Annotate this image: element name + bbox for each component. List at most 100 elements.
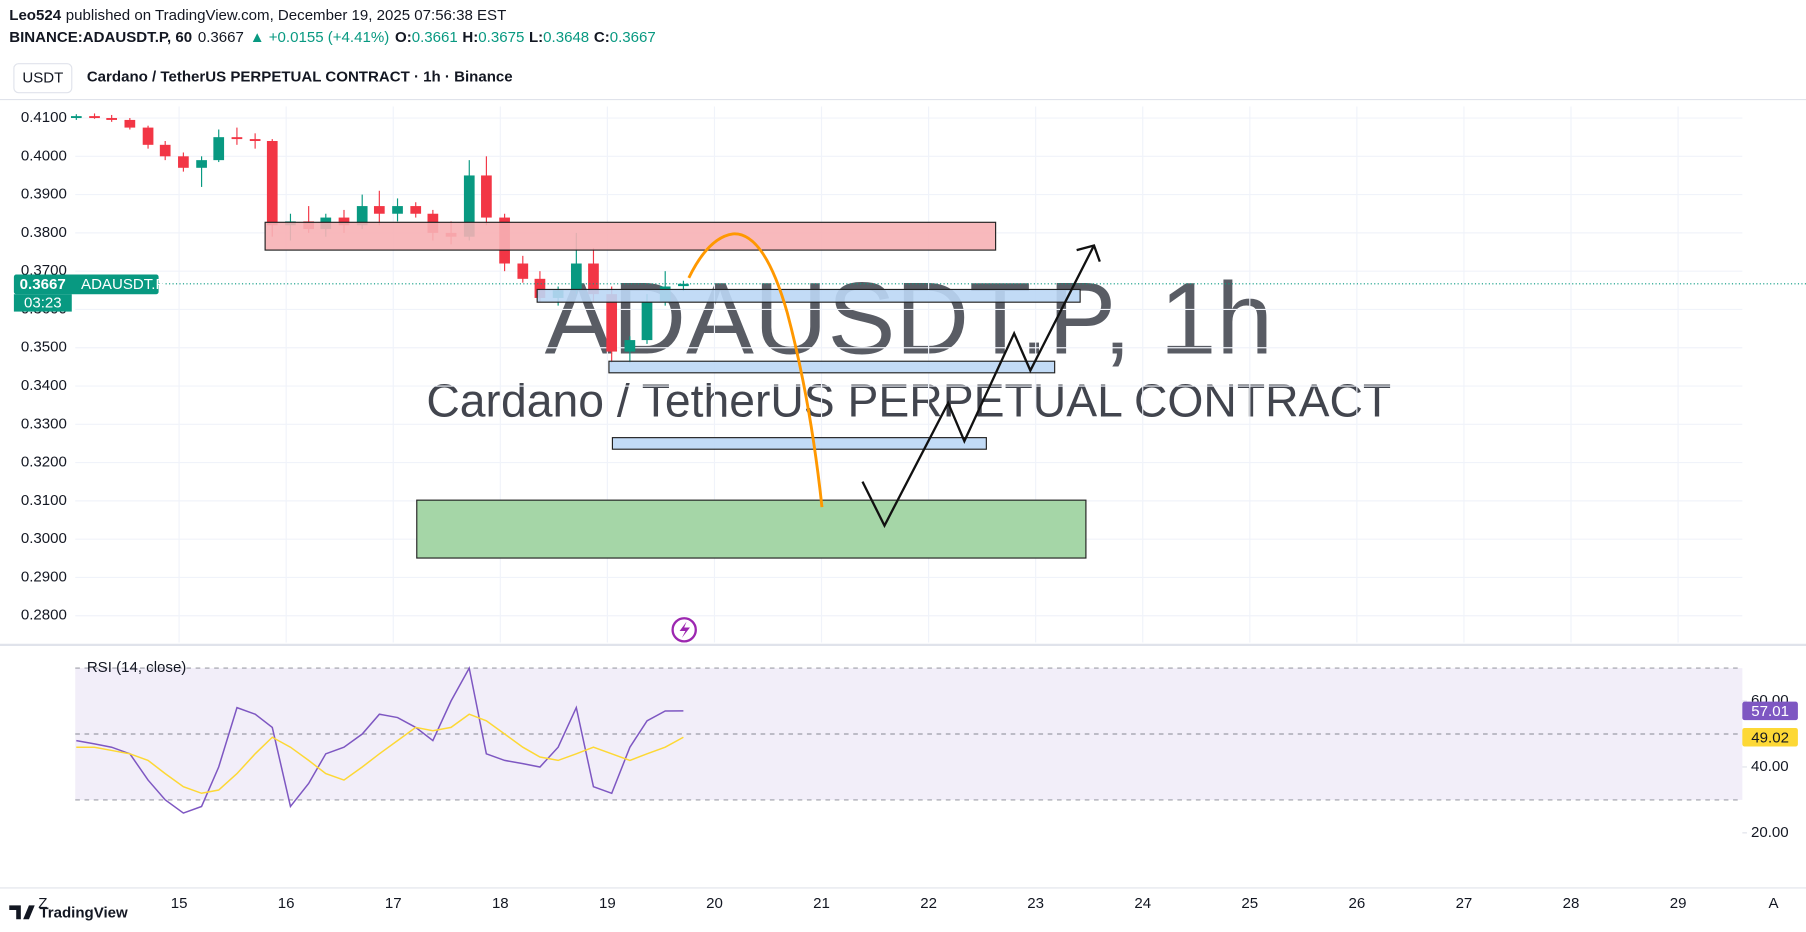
watermark-name: Cardano / TetherUS PERPETUAL CONTRACT (426, 374, 1391, 426)
indicator-line (76, 713, 684, 795)
author: Leo524 (9, 7, 61, 24)
candle-body (678, 283, 689, 287)
x-tick-label: 26 (1349, 895, 1366, 912)
price-badge (13, 274, 159, 295)
candle-body (392, 206, 403, 214)
projection-arc (687, 232, 824, 508)
support-zone (536, 288, 1081, 303)
support-zone (608, 360, 1056, 374)
o-label: O: (395, 29, 412, 46)
price-badge-symbol: ADAUSDT.P (81, 276, 165, 293)
candle-body (249, 139, 261, 141)
y-tick-label: 0.3100 (21, 492, 67, 509)
auto-button[interactable]: A (1769, 895, 1779, 912)
watermark-symbol: ADAUSDT.P, 1h (545, 261, 1273, 375)
o: 0.3661 (412, 29, 458, 46)
l-label: L: (529, 29, 543, 46)
candle-body (159, 144, 171, 157)
value-badge-text: 57.01 (1751, 703, 1789, 720)
y-tick-label: 0.3900 (21, 186, 67, 203)
projection-path (861, 244, 1096, 529)
candle-body (106, 118, 118, 120)
candle-body (213, 137, 225, 161)
y-tick-label: 0.2800 (21, 607, 67, 624)
currency: USDT (22, 70, 63, 87)
logo-mark (9, 905, 35, 920)
x-tick-label: 16 (278, 895, 295, 912)
y-tick-label: 0.3200 (21, 454, 67, 471)
candle-body (89, 116, 100, 119)
currency-button[interactable] (13, 63, 73, 94)
y-tick-label: 0.3800 (21, 224, 67, 241)
y-tick-label: 20.00 (1751, 824, 1789, 841)
x-tick-label: 22 (920, 895, 937, 912)
candle-body (517, 263, 529, 279)
value-badge-text: 49.02 (1751, 729, 1789, 746)
h-label: H: (462, 29, 478, 46)
y-tick-label: 0.3000 (21, 530, 67, 547)
brand: TradingView (39, 904, 128, 921)
price: 0.3667 (198, 29, 244, 46)
candle-body (463, 175, 475, 237)
candle-body (570, 263, 582, 291)
candle-body (588, 263, 599, 295)
candle-body (373, 206, 385, 214)
x-tick-label: 21 (813, 895, 830, 912)
l: 0.3648 (543, 29, 589, 46)
x-tick-label: 24 (1134, 895, 1151, 912)
x-tick-label: 25 (1241, 895, 1258, 912)
countdown-badge (13, 294, 72, 312)
toolbar-title: Cardano / TetherUS PERPETUAL CONTRACT · … (87, 69, 513, 86)
value-badge (1742, 701, 1798, 721)
value-badge (1742, 727, 1798, 747)
y-tick-label: 0.4000 (21, 147, 67, 164)
change: ▲ +0.0155 (+4.41%) (250, 29, 390, 46)
y-tick-label: 0.3500 (21, 339, 67, 356)
symbol: BINANCE:ADAUSDT.P, 60 (9, 29, 192, 46)
indicator-title: RSI (14, close) (87, 659, 187, 676)
candle-body (641, 301, 653, 341)
candle-body (338, 217, 350, 226)
y-tick-label: 0.4100 (21, 109, 67, 126)
c: 0.3667 (610, 29, 656, 46)
price-badge-value: 0.3667 (20, 276, 66, 293)
x-tick-label: 19 (599, 895, 616, 912)
zoom-button[interactable]: Z (38, 895, 47, 912)
header-line: Leo524 published on TradingView.com, Dece… (9, 7, 506, 24)
candle-body (624, 340, 636, 352)
resistance-zone (264, 221, 997, 251)
candle-body (178, 156, 189, 168)
candle-body (606, 294, 618, 352)
candle-body (356, 206, 368, 226)
c-label: C: (594, 29, 610, 46)
x-tick-label: 27 (1456, 895, 1473, 912)
symbol-line: BINANCE:ADAUSDT.P, 60 0.3667 ▲ +0.0155 (+4… (9, 29, 655, 46)
candle-body (70, 116, 82, 119)
x-tick-label: 15 (171, 895, 188, 912)
x-tick-label: 29 (1670, 895, 1687, 912)
support-zone (611, 437, 987, 450)
y-tick-label: 0.3400 (21, 377, 67, 394)
candle-body (534, 278, 546, 298)
countdown: 03:23 (24, 294, 62, 311)
candle-body (266, 140, 278, 226)
published: published on TradingView.com, December 1… (66, 7, 507, 24)
event-bolt (679, 621, 690, 638)
candle-body (124, 119, 136, 128)
demand-zone (416, 499, 1087, 559)
y-tick-label: 40.00 (1751, 758, 1789, 775)
candle-body (481, 175, 492, 218)
x-tick-label: 17 (385, 895, 402, 912)
candle-body (142, 127, 154, 145)
x-tick-label: 20 (706, 895, 723, 912)
y-tick-label: 0.3300 (21, 415, 67, 432)
candle-body (196, 160, 207, 168)
arrow-head (1076, 244, 1101, 263)
x-tick-label: 28 (1563, 895, 1580, 912)
x-tick-label: 23 (1027, 895, 1044, 912)
x-tick-label: 18 (492, 895, 509, 912)
indicator-line (76, 665, 684, 814)
